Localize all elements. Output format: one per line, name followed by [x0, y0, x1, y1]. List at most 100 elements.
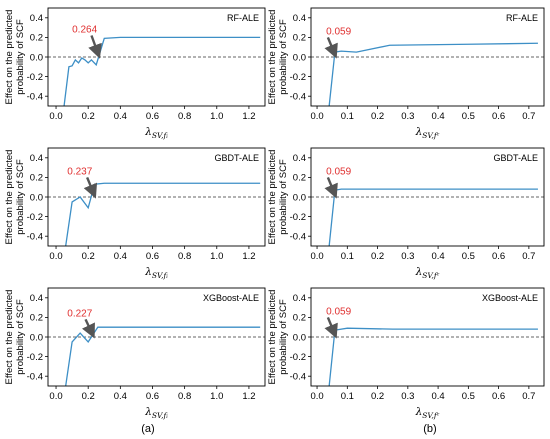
- x-axis-label-symbol: λ: [415, 406, 423, 418]
- x-tick-label: 0.1: [341, 251, 354, 262]
- panel-title: GBDT-ALE: [214, 153, 259, 163]
- y-tick-label: 0.2: [30, 33, 43, 44]
- y-axis-label-line: probability of SCF: [278, 19, 289, 95]
- x-tick-label: 0.8: [178, 111, 191, 122]
- y-axis-label-line: probability of SCF: [15, 19, 26, 95]
- x-tick-label: 0.2: [371, 111, 384, 122]
- y-tick-label: -0.4: [290, 372, 306, 383]
- y-axis-label-line: Effect on the predicted: [267, 290, 278, 385]
- ale-panel-5: -0.4 -0.2 0.0 0.2 0.4 0.0 0.2 0.4 0.6 0.8 1.0 1.2 XG…: [4, 287, 266, 420]
- x-tick-label: 0.2: [371, 251, 384, 262]
- ale-series-line: [65, 182, 261, 246]
- x-tick-label: 0.5: [462, 251, 475, 262]
- y-tick-label: 0.4: [30, 293, 43, 304]
- y-axis-label-line: probability of SCF: [15, 299, 26, 375]
- x-tick-label: 0.0: [310, 251, 323, 262]
- x-tick-label: 0.3: [401, 251, 414, 262]
- x-tick-label: 1.2: [242, 251, 255, 262]
- x-tick-label: 0.4: [114, 111, 127, 122]
- x-tick-label: 0.0: [49, 111, 62, 122]
- x-axis-label-symbol: λ: [415, 266, 423, 278]
- y-axis-label-line: Effect on the predicted: [267, 10, 278, 105]
- y-tick-label: -0.2: [290, 352, 306, 363]
- x-tick-label: 0.1: [341, 391, 354, 402]
- x-tick-label: 0.6: [492, 391, 505, 402]
- y-tick-label: -0.2: [290, 212, 306, 223]
- y-tick-label: 0.2: [293, 313, 306, 324]
- y-tick-label: 0.0: [30, 52, 43, 63]
- annotation-arrow: [83, 177, 98, 199]
- threshold-annotation: 0.059: [326, 26, 351, 37]
- x-axis-label: λSV,fᵢ: [144, 266, 168, 280]
- y-tick-label: -0.4: [290, 92, 306, 103]
- annotation-arrow: [324, 317, 338, 339]
- x-tick-label: 0.2: [82, 111, 95, 122]
- panel-title: XGBoost-ALE: [203, 293, 259, 303]
- y-tick-label: 0.0: [30, 192, 43, 203]
- x-tick-label: 0.1: [341, 111, 354, 122]
- x-tick-label: 0.5: [462, 111, 475, 122]
- x-tick-label: 1.0: [210, 111, 223, 122]
- threshold-annotation: 0.059: [326, 306, 351, 317]
- y-tick-label: 0.4: [30, 13, 43, 24]
- x-tick-label: 1.2: [242, 111, 255, 122]
- threshold-annotation: 0.059: [326, 166, 351, 177]
- x-axis-label-subscript: SV,fᶜ: [422, 271, 439, 280]
- ale-panel-2: -0.4 -0.2 0.0 0.2 0.4 0.0 0.1 0.2 0.3 0.4 0.5 0.6 0.…: [267, 7, 545, 140]
- x-axis-label-symbol: λ: [144, 406, 152, 418]
- x-tick-label: 0.6: [492, 111, 505, 122]
- x-tick-label: 0.2: [82, 251, 95, 262]
- y-axis-label-line: probability of SCF: [278, 159, 289, 235]
- y-tick-label: -0.4: [27, 232, 43, 243]
- caption-b: (b): [423, 423, 436, 435]
- x-tick-label: 0.4: [114, 251, 127, 262]
- ale-series-line: [328, 327, 538, 386]
- ale-panel-1: -0.4 -0.2 0.0 0.2 0.4 0.0 0.2 0.4 0.6 0.8 1.0 1.2 RF…: [4, 7, 266, 140]
- y-tick-label: 0.4: [30, 153, 43, 164]
- x-tick-label: 0.4: [431, 391, 444, 402]
- x-tick-label: 0.7: [522, 111, 535, 122]
- caption-a: (a): [141, 423, 154, 435]
- y-tick-label: 0.0: [30, 332, 43, 343]
- x-axis-label: λSV,fᵢ: [144, 406, 168, 420]
- ale-series-line: [63, 36, 261, 106]
- x-tick-label: 0.6: [146, 391, 159, 402]
- y-tick-label: 0.4: [293, 13, 306, 24]
- y-tick-label: 0.2: [30, 173, 43, 184]
- annotation-arrow: [88, 35, 102, 59]
- x-tick-label: 0.8: [178, 251, 191, 262]
- y-axis-label: Effect on the predictedprobability of SC…: [267, 10, 289, 105]
- ale-panel-3: -0.4 -0.2 0.0 0.2 0.4 0.0 0.2 0.4 0.6 0.8 1.0 1.2 GB…: [4, 147, 266, 280]
- y-axis-label: Effect on the predictedprobability of SC…: [4, 150, 26, 245]
- x-tick-label: 0.0: [310, 111, 323, 122]
- annotation-arrow: [324, 177, 338, 199]
- y-tick-label: 0.0: [293, 332, 306, 343]
- x-tick-label: 0.3: [401, 111, 414, 122]
- x-tick-label: 0.8: [178, 391, 191, 402]
- y-tick-label: -0.4: [27, 92, 43, 103]
- x-tick-label: 0.2: [371, 391, 384, 402]
- y-tick-label: -0.4: [290, 232, 306, 243]
- x-tick-label: 0.7: [522, 251, 535, 262]
- y-axis-label-line: Effect on the predicted: [4, 290, 15, 385]
- y-axis-label-line: probability of SCF: [278, 299, 289, 375]
- x-axis-label-subscript: SV,fᵢ: [152, 411, 168, 420]
- x-tick-label: 0.0: [49, 251, 62, 262]
- y-tick-label: 0.2: [293, 173, 306, 184]
- x-tick-label: 1.2: [242, 391, 255, 402]
- y-tick-label: 0.0: [293, 192, 306, 203]
- x-axis-label-subscript: SV,fᵢ: [152, 131, 168, 140]
- y-tick-label: 0.4: [293, 293, 306, 304]
- panel-title: RF-ALE: [227, 13, 259, 23]
- x-tick-label: 0.6: [492, 251, 505, 262]
- x-axis-label-symbol: λ: [415, 126, 423, 138]
- x-axis-label: λSV,fᶜ: [415, 406, 440, 420]
- y-tick-label: -0.2: [27, 212, 43, 223]
- y-tick-label: 0.4: [293, 153, 306, 164]
- y-axis-label: Effect on the predictedprobability of SC…: [267, 290, 289, 385]
- x-axis-label-symbol: λ: [144, 126, 152, 138]
- x-tick-label: 0.7: [522, 391, 535, 402]
- panel-title: GBDT-ALE: [493, 153, 538, 163]
- annotation-arrow: [324, 37, 338, 59]
- ale-panel-6: -0.4 -0.2 0.0 0.2 0.4 0.0 0.1 0.2 0.3 0.4 0.5 0.6 0.…: [267, 287, 545, 420]
